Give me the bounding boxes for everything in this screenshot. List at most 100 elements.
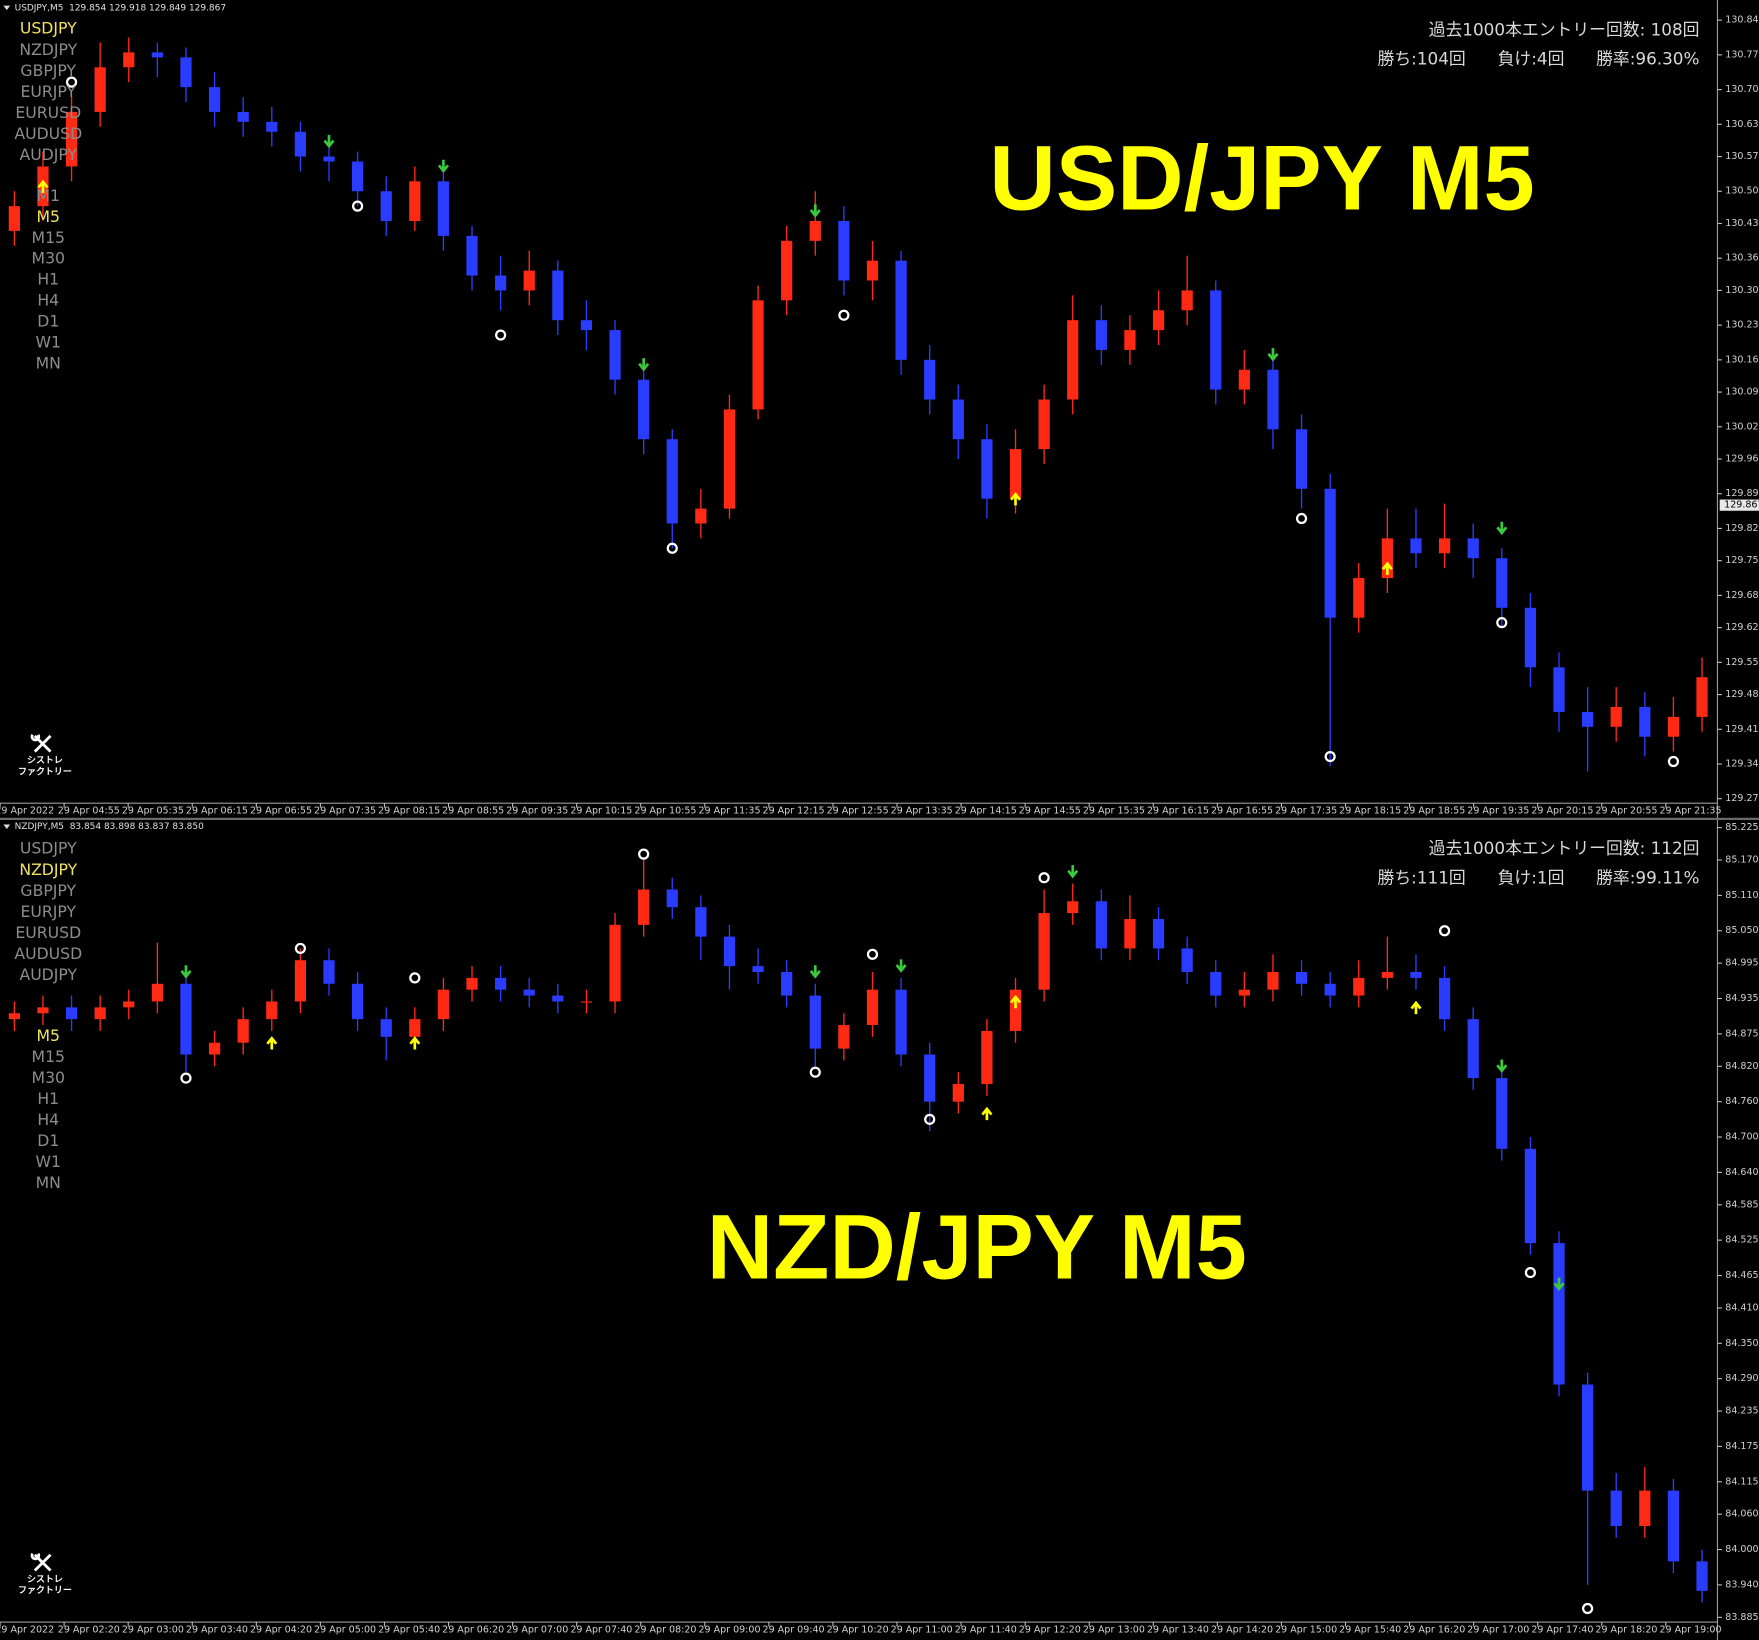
candle-body <box>466 235 478 276</box>
time-label: 29 Apr 08:20 <box>634 1624 696 1635</box>
candle-body <box>695 508 707 524</box>
time-label: 29 Apr 02:20 <box>58 1624 120 1635</box>
timeframe-button[interactable]: M15 <box>32 228 66 247</box>
candle-body <box>180 983 192 1055</box>
candle-body <box>838 221 850 281</box>
candle-body <box>409 181 421 222</box>
price-tick-label: 84.760 <box>1725 1096 1758 1107</box>
symbol-button[interactable]: AUDUSD <box>14 944 82 963</box>
candle-body <box>552 270 564 321</box>
candle-body <box>208 87 221 112</box>
symbol-button[interactable]: USDJPY <box>20 19 77 38</box>
candle-body <box>895 989 907 1055</box>
stats-entries: 過去1000本エントリー回数: 108回 <box>1429 19 1700 39</box>
exit-marker <box>838 309 850 321</box>
timeframe-button[interactable]: H1 <box>37 1089 59 1108</box>
time-label: 29 Apr 15:40 <box>1339 1624 1401 1635</box>
time-label: 29 Apr 2022 <box>0 1624 54 1635</box>
timeframe-button[interactable]: MN <box>36 1173 61 1192</box>
symbol-button[interactable]: EURJPY <box>20 902 76 921</box>
price-tick-label: 84.175 <box>1725 1441 1758 1452</box>
sell-arrow <box>1067 865 1079 879</box>
candle-body <box>65 111 78 167</box>
time-label: 29 Apr 16:15 <box>1147 806 1209 817</box>
stats-losses: 負け:1回 <box>1498 867 1565 887</box>
candle-body <box>94 1007 106 1020</box>
candle-body <box>866 260 879 281</box>
price-tick-label: 84.060 <box>1725 1509 1758 1520</box>
timeframe-button[interactable]: M1 <box>37 186 61 205</box>
candle-body <box>1295 971 1308 984</box>
candle-body <box>208 1042 221 1055</box>
exit-marker <box>638 848 650 860</box>
exit-marker <box>1581 1602 1594 1615</box>
symbol-button[interactable]: AUDJPY <box>19 145 77 164</box>
sell-arrow <box>1496 521 1508 536</box>
candle-body <box>1095 901 1107 949</box>
timeframe-button[interactable]: W1 <box>36 1152 62 1171</box>
symbol-button[interactable]: GBPJPY <box>20 61 76 80</box>
candle-body <box>952 1083 964 1102</box>
symbol-button[interactable]: AUDUSD <box>14 124 82 143</box>
time-label: 29 Apr 17:00 <box>1467 1624 1529 1635</box>
time-label: 29 Apr 07:35 <box>314 806 376 817</box>
time-label: 29 Apr 13:35 <box>891 806 953 817</box>
timeframe-button[interactable]: H4 <box>37 291 59 310</box>
candle-body <box>609 924 621 1002</box>
candle-body <box>781 971 793 996</box>
candle-body <box>838 1025 850 1049</box>
time-label: 29 Apr 12:15 <box>763 806 825 817</box>
time-label: 29 Apr 16:20 <box>1403 1624 1465 1635</box>
candle-body <box>1152 310 1165 331</box>
timeframe-button[interactable]: M30 <box>32 1068 66 1087</box>
sell-arrow <box>809 204 821 218</box>
candle-body <box>1467 1019 1479 1079</box>
candle-body <box>1667 1490 1680 1562</box>
timeframe-button[interactable]: D1 <box>37 1131 59 1150</box>
header-triangle <box>3 824 11 829</box>
sell-arrow <box>638 358 650 372</box>
candle-body <box>723 936 736 967</box>
price-tick-label: 84.585 <box>1725 1199 1758 1210</box>
buy-arrow <box>981 1106 993 1121</box>
timeframe-button[interactable]: M5 <box>37 1026 61 1045</box>
timeframe-button[interactable]: M5 <box>37 207 61 226</box>
candle-body <box>1553 667 1565 712</box>
timeframe-button[interactable]: MN <box>36 354 61 373</box>
timeframe-button[interactable]: M30 <box>32 249 66 268</box>
buy-arrow <box>1009 994 1022 1009</box>
timeframe-button[interactable]: H4 <box>37 1110 59 1129</box>
timeframe-button[interactable]: H1 <box>37 270 59 289</box>
time-label: 29 Apr 14:20 <box>1211 1624 1273 1635</box>
stats-rate: 勝率:99.11% <box>1596 867 1699 887</box>
price-tick-label: 130.705 <box>1725 84 1759 95</box>
timeframe-button[interactable]: W1 <box>36 333 62 352</box>
candle-body <box>1210 290 1222 390</box>
symbol-button[interactable]: EURUSD <box>15 103 81 122</box>
symbol-button[interactable]: NZDJPY <box>19 860 77 879</box>
symbol-button[interactable]: EURJPY <box>20 82 76 101</box>
candle-body <box>1238 369 1250 390</box>
time-label: 29 Apr 05:00 <box>314 1624 376 1635</box>
candle-body <box>1496 1078 1508 1149</box>
timeframe-button[interactable]: D1 <box>37 312 59 331</box>
chart-header: NZDJPY,M5 83.854 83.898 83.837 83.850 <box>15 822 204 832</box>
symbol-button[interactable]: GBPJPY <box>20 881 76 900</box>
symbol-button[interactable]: EURUSD <box>15 923 81 942</box>
time-label: 29 Apr 13:00 <box>1083 1624 1145 1635</box>
time-label: 29 Apr 04:20 <box>250 1624 312 1635</box>
logo-text: シストレ <box>27 755 63 766</box>
candle-body <box>94 67 106 112</box>
symbol-button[interactable]: NZDJPY <box>19 40 77 59</box>
candle-body <box>323 156 335 162</box>
time-label: 29 Apr 07:40 <box>570 1624 632 1635</box>
timeframe-button[interactable]: M15 <box>32 1047 66 1066</box>
price-tick-label: 129.890 <box>1725 488 1759 499</box>
candle-body <box>495 275 507 291</box>
symbol-button[interactable]: USDJPY <box>20 839 77 858</box>
time-label: 29 Apr 17:35 <box>1275 806 1337 817</box>
symbol-button[interactable]: AUDJPY <box>19 965 77 984</box>
candle-body <box>523 270 535 291</box>
candle-body <box>952 399 964 440</box>
price-tick-label: 130.095 <box>1725 387 1759 398</box>
